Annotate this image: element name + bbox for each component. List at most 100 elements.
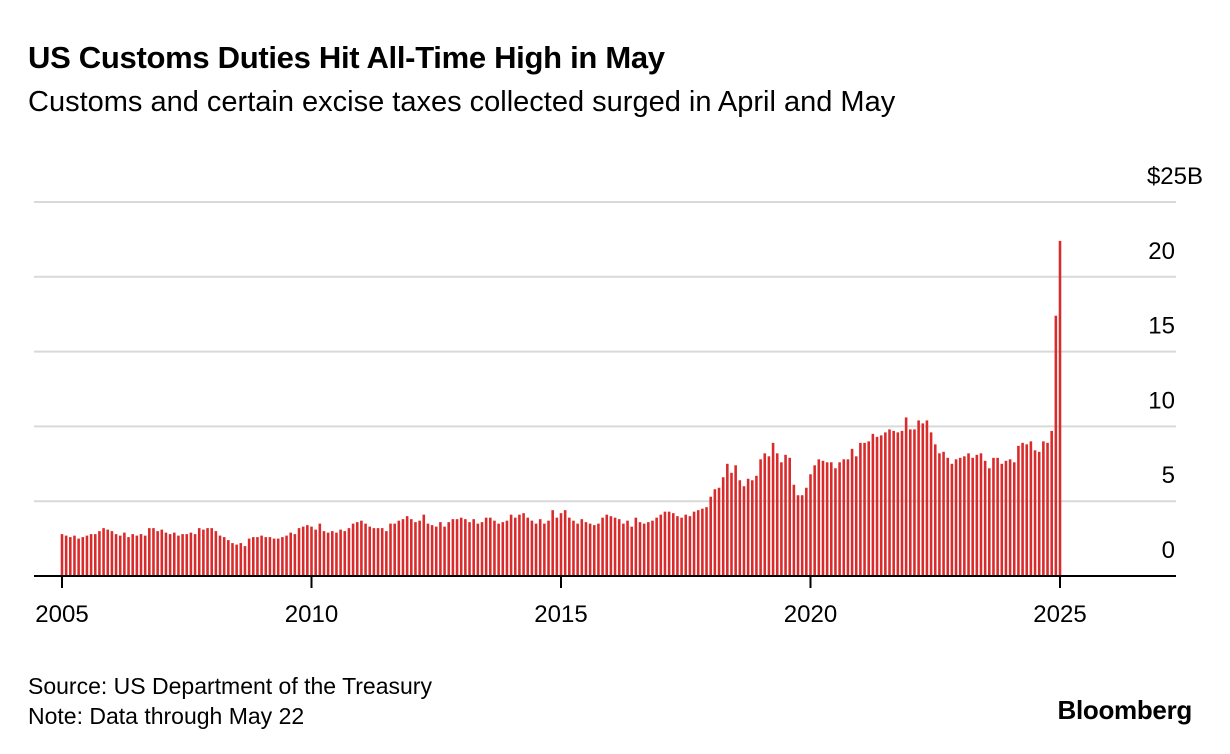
bar bbox=[900, 430, 904, 576]
bar bbox=[813, 465, 816, 576]
bar bbox=[380, 528, 384, 576]
bar bbox=[206, 528, 209, 576]
bar bbox=[497, 523, 500, 576]
bar bbox=[235, 544, 238, 576]
bar bbox=[663, 511, 667, 576]
bar bbox=[950, 463, 954, 576]
bar bbox=[256, 537, 259, 576]
bar bbox=[763, 453, 767, 576]
bar bbox=[389, 523, 392, 576]
bar bbox=[983, 460, 987, 576]
bar bbox=[164, 532, 168, 576]
bar bbox=[347, 528, 351, 576]
bar bbox=[543, 523, 546, 576]
y-tick-label: 15 bbox=[1148, 313, 1175, 340]
bar bbox=[721, 477, 725, 576]
bar bbox=[455, 519, 459, 576]
bar bbox=[884, 432, 887, 576]
bar bbox=[651, 520, 654, 576]
bar bbox=[838, 462, 841, 576]
bar bbox=[335, 532, 338, 576]
bar bbox=[414, 522, 417, 576]
bar bbox=[576, 523, 579, 576]
bar bbox=[210, 528, 213, 576]
bar bbox=[942, 451, 945, 576]
bar bbox=[925, 420, 929, 576]
bar bbox=[601, 517, 604, 576]
bar bbox=[584, 522, 588, 576]
bar bbox=[110, 531, 114, 576]
bar bbox=[630, 526, 633, 576]
bar bbox=[888, 429, 891, 576]
bar bbox=[780, 462, 783, 576]
bar bbox=[459, 517, 463, 576]
bar bbox=[326, 532, 330, 576]
bar bbox=[1054, 315, 1058, 576]
bar bbox=[239, 543, 243, 576]
bar bbox=[821, 460, 825, 576]
bar bbox=[617, 519, 621, 576]
bar bbox=[331, 531, 334, 576]
bar bbox=[921, 423, 925, 576]
bar bbox=[177, 535, 180, 576]
x-tick-label: 2015 bbox=[534, 601, 587, 628]
bar bbox=[472, 519, 475, 576]
bar bbox=[214, 531, 218, 576]
bar bbox=[871, 433, 875, 576]
x-tick-label: 2010 bbox=[285, 601, 338, 628]
bar bbox=[1058, 240, 1062, 576]
bar bbox=[89, 534, 93, 576]
bar bbox=[260, 535, 263, 576]
bar bbox=[297, 528, 301, 576]
bar bbox=[538, 519, 542, 576]
bar bbox=[854, 456, 858, 576]
bar bbox=[796, 495, 800, 576]
bar bbox=[734, 465, 737, 576]
bar bbox=[559, 513, 563, 576]
bar bbox=[933, 444, 937, 576]
bar bbox=[343, 531, 347, 576]
bar bbox=[322, 531, 326, 576]
x-tick-label: 2005 bbox=[35, 601, 88, 628]
x-tick-label: 2020 bbox=[784, 601, 837, 628]
bar bbox=[975, 454, 979, 576]
bar bbox=[368, 526, 372, 576]
bar bbox=[418, 520, 421, 576]
bar bbox=[1021, 442, 1024, 576]
bar bbox=[434, 526, 438, 576]
bar bbox=[64, 535, 68, 576]
bar bbox=[879, 435, 883, 576]
bar bbox=[909, 429, 912, 576]
bar bbox=[730, 472, 733, 576]
bar bbox=[875, 436, 879, 576]
bar bbox=[131, 534, 134, 576]
bar bbox=[846, 459, 850, 576]
bar bbox=[867, 441, 871, 576]
bar bbox=[451, 519, 455, 576]
source-note: Source: US Department of the Treasury bbox=[28, 673, 432, 699]
bar bbox=[355, 522, 359, 576]
bar bbox=[759, 459, 762, 576]
bar bbox=[314, 529, 317, 576]
bar bbox=[272, 538, 276, 576]
bar bbox=[1004, 460, 1008, 576]
bar bbox=[863, 442, 866, 576]
bar bbox=[77, 538, 80, 576]
bar bbox=[609, 516, 613, 576]
bar bbox=[293, 534, 297, 576]
bar bbox=[809, 474, 812, 576]
bar bbox=[405, 516, 409, 576]
bar bbox=[231, 543, 234, 576]
bar bbox=[264, 537, 268, 576]
bar bbox=[692, 511, 696, 576]
bar bbox=[671, 513, 675, 576]
y-axis-labels: 0 5 10 15 20 $25B bbox=[1147, 163, 1203, 564]
bar bbox=[859, 442, 862, 576]
bar bbox=[655, 517, 658, 576]
bar bbox=[118, 535, 122, 576]
bar bbox=[227, 540, 230, 576]
bloomberg-logo: Bloomberg bbox=[1057, 695, 1192, 725]
bar bbox=[243, 546, 247, 576]
bar bbox=[1046, 442, 1049, 576]
bar bbox=[81, 537, 85, 576]
